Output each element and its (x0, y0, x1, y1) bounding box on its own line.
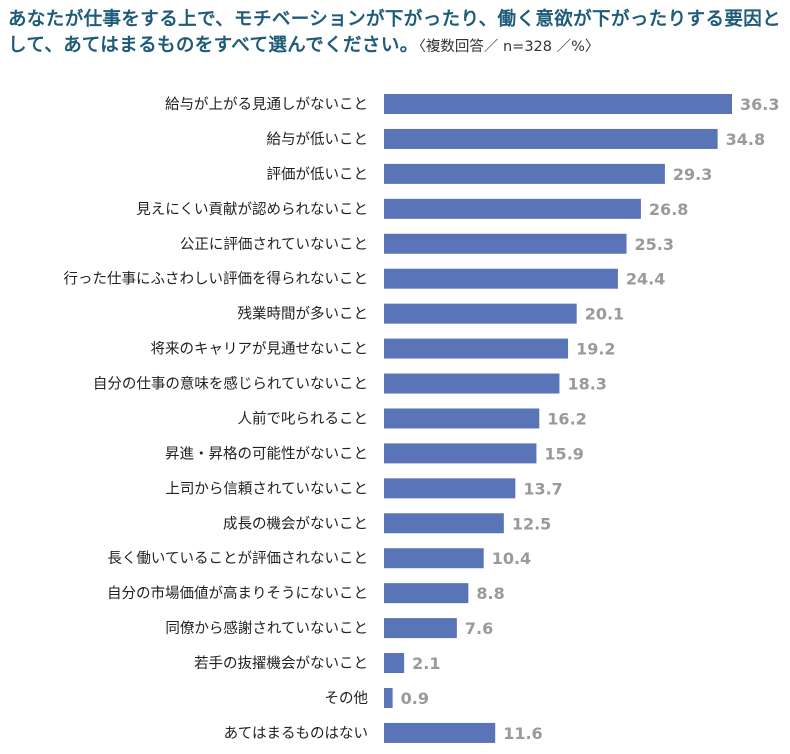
bar (384, 303, 577, 324)
category-label: 自分の市場価値が高まりそうにないこと (107, 585, 368, 602)
category-label: 同僚から感謝されていないこと (165, 620, 368, 637)
bar (384, 268, 618, 289)
value-label: 19.2 (576, 340, 615, 359)
category-label: その他 (325, 690, 369, 707)
chart-title: あなたが仕事をする上で、モチベーションが下がったり、働く意欲が下がったりする要因… (8, 9, 782, 56)
category-label: 人前で叱られること (238, 410, 369, 427)
category-label: 行った仕事にふさわしい評価を得られないこと (64, 271, 369, 288)
category-label: 見えにくい貢献が認められないこと (136, 201, 368, 218)
category-label: 上司から信頼されていないこと (165, 480, 368, 497)
value-label: 7.6 (465, 619, 493, 638)
bar (384, 478, 516, 499)
category-labels: 給与が上がる見通しがないこと給与が低いこと評価が低いこと見えにくい貢献が認められ… (64, 96, 369, 742)
bar (384, 722, 496, 743)
value-label: 10.4 (492, 549, 531, 568)
value-label: 16.2 (547, 409, 586, 428)
category-label: あてはまるものはない (224, 725, 368, 742)
bar (384, 198, 641, 219)
chart-note: 〈複数回答／ n=328 ／%〉 (418, 39, 600, 55)
value-label: 36.3 (740, 95, 779, 114)
bar (384, 513, 504, 534)
value-label: 24.4 (626, 270, 665, 289)
bar (384, 408, 540, 429)
bar (384, 233, 627, 254)
category-label: 給与が上がる見通しがないこと (165, 96, 368, 113)
bar (384, 618, 457, 639)
category-label: 公正に評価されていないこと (180, 236, 368, 253)
value-label: 13.7 (523, 479, 562, 498)
value-label: 15.9 (544, 444, 583, 463)
category-label: 昇進・昇格の可能性がないこと (165, 445, 368, 462)
value-label: 11.6 (503, 724, 542, 743)
bar (384, 687, 393, 708)
value-label: 20.1 (585, 305, 624, 324)
bar (384, 373, 560, 394)
chart-header: あなたが仕事をする上で、モチベーションが下がったり、働く意欲が下がったりする要因… (8, 7, 784, 59)
bar (384, 443, 537, 464)
category-label: 長く働いていることが評価されないこと (107, 550, 368, 567)
bar (384, 653, 405, 674)
category-label: 自分の仕事の意味を感じられていないこと (93, 375, 368, 393)
bar (384, 338, 569, 359)
bar (384, 94, 732, 114)
value-label: 12.5 (512, 514, 551, 533)
value-label: 25.3 (635, 235, 674, 254)
category-label: 将来のキャリアが見通せないこと (151, 341, 369, 358)
category-label: 評価が低いこと (267, 166, 369, 183)
bar (384, 583, 469, 604)
value-label: 0.9 (401, 689, 429, 708)
value-label: 2.1 (412, 654, 440, 673)
bar (384, 548, 484, 569)
category-label: 給与が低いこと (267, 131, 369, 148)
category-label: 成長の機会がないこと (223, 515, 368, 532)
bars (384, 94, 732, 743)
value-label: 29.3 (673, 165, 712, 184)
category-label: 残業時間が多いこと (238, 306, 369, 323)
bar (384, 163, 665, 184)
value-label: 26.8 (649, 200, 688, 219)
bar (384, 128, 718, 149)
category-label: 若手の抜擢機会がないこと (194, 655, 368, 672)
value-label: 8.8 (476, 584, 504, 603)
value-label: 34.8 (726, 130, 765, 149)
value-labels: 36.3 34.8 29.3 26.8 25.3 24.420.1 19.2 18.3 16.2… (401, 95, 780, 743)
value-label: 18.3 (567, 375, 606, 394)
